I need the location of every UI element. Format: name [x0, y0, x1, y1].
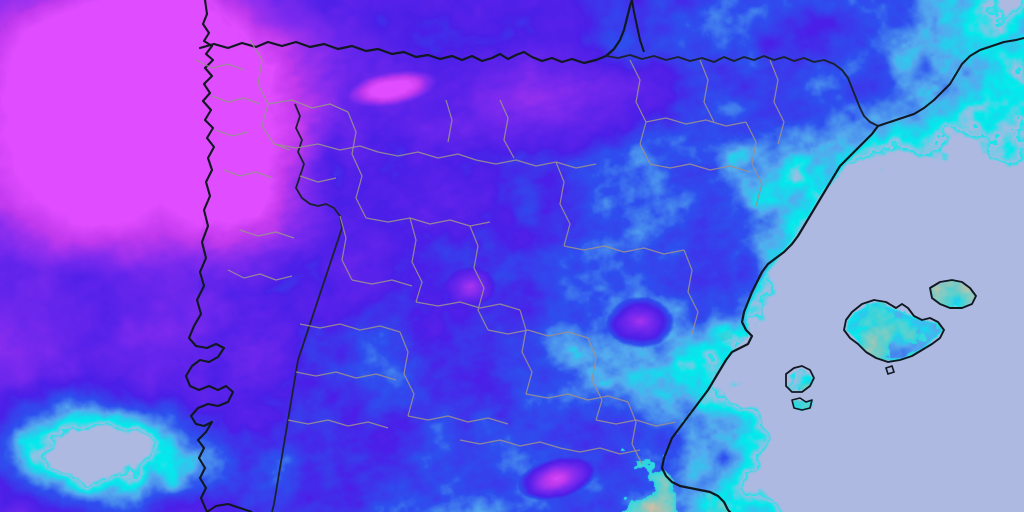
- weather-map[interactable]: [0, 0, 1024, 512]
- precipitation-raster-layer: [0, 0, 1024, 512]
